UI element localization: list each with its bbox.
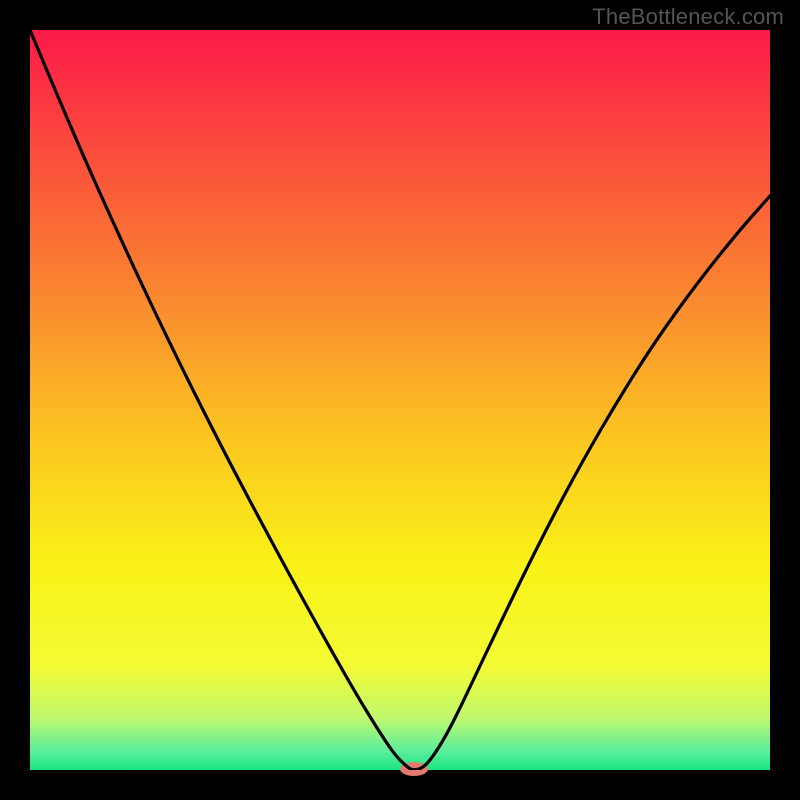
plot-background [30, 30, 770, 770]
watermark-text: TheBottleneck.com [592, 4, 784, 30]
v-curve-chart [0, 0, 800, 800]
chart-container: TheBottleneck.com [0, 0, 800, 800]
